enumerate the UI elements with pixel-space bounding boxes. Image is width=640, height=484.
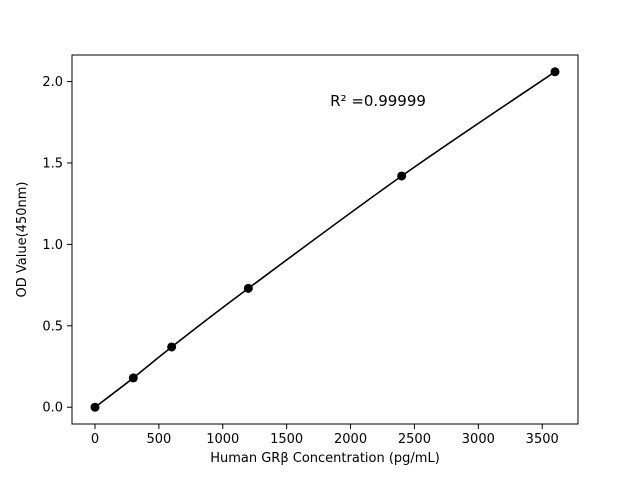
y-tick-label: 0.0 [42,401,63,416]
y-tick-label: 2.0 [42,75,63,90]
y-tick-label: 0.5 [42,319,63,334]
x-tick-label: 1000 [206,432,239,447]
r-squared-annotation: R² =0.99999 [330,92,426,110]
data-point [243,283,253,293]
x-tick-label: 2500 [398,432,431,447]
x-tick-label: 3000 [462,432,495,447]
data-point [167,342,177,352]
x-tick-label: 2000 [334,432,367,447]
y-tick-label: 1.0 [42,238,63,253]
x-axis-label: Human GRβ Concentration (pg/mL) [210,451,440,466]
data-point [397,171,407,181]
y-tick-label: 1.5 [42,156,63,171]
data-point [90,402,100,412]
x-tick-label: 3500 [526,432,559,447]
x-tick-label: 1500 [270,432,303,447]
plot-frame [71,54,579,425]
data-point [550,67,560,77]
data-point [128,373,138,383]
x-tick-label: 500 [146,432,171,447]
x-tick-label: 0 [91,432,99,447]
y-axis-label: OD Value(450nm) [15,182,30,298]
